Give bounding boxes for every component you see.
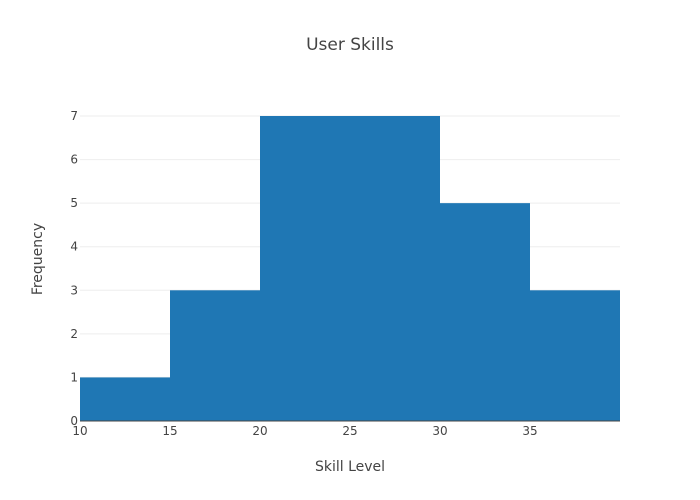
x-tick-label: 35 <box>522 424 537 438</box>
x-tick-label: 15 <box>162 424 177 438</box>
y-tick-label: 6 <box>70 153 78 167</box>
x-tick-label: 25 <box>342 424 357 438</box>
histogram-bar <box>170 290 260 421</box>
histogram-bar <box>350 116 440 421</box>
y-axis-label: Frequency <box>30 223 46 295</box>
x-axis-label: Skill Level <box>315 459 385 475</box>
histogram-bar <box>80 377 170 421</box>
histogram-bars <box>80 116 620 422</box>
x-tick-label: 30 <box>432 424 447 438</box>
y-tick-label: 7 <box>70 109 78 123</box>
x-axis-ticks: 10 15 20 25 30 35 <box>72 424 537 438</box>
histogram-bar <box>530 290 620 421</box>
y-tick-label: 1 <box>70 370 78 384</box>
y-tick-label: 3 <box>70 283 78 297</box>
y-axis-ticks: 0 1 2 3 4 5 6 7 <box>70 109 78 428</box>
chart-title: User Skills <box>306 35 394 55</box>
histogram-bar <box>440 203 530 421</box>
y-tick-label: 4 <box>70 240 78 254</box>
y-tick-label: 5 <box>70 196 78 210</box>
y-tick-label: 0 <box>70 414 78 428</box>
y-tick-label: 2 <box>70 327 78 341</box>
histogram-bar <box>260 116 350 421</box>
x-tick-label: 20 <box>252 424 267 438</box>
x-tick-label: 10 <box>72 424 87 438</box>
